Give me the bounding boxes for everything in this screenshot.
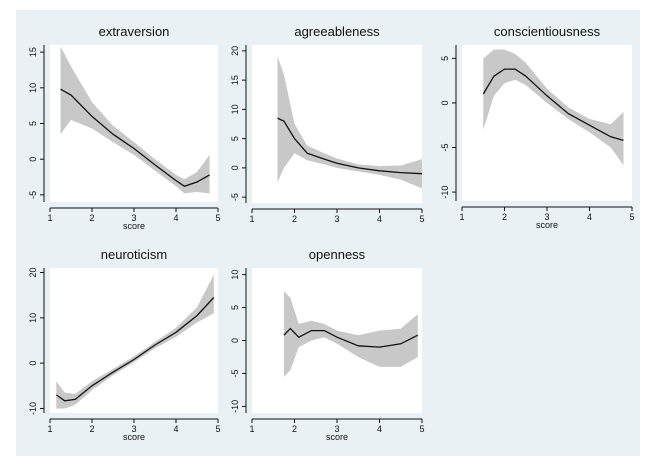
x-tick-label: 1 <box>459 212 464 222</box>
y-tick-label: 5 <box>440 56 450 61</box>
x-tick-label: 1 <box>47 213 52 223</box>
panel-openness: openness -10 -5 0 5 10 1 2 3 4 5 score <box>230 247 425 442</box>
x-tick-label: 5 <box>215 424 220 434</box>
x-tick-label: 5 <box>419 424 424 434</box>
x-tick-label: 5 <box>419 214 424 224</box>
panel-title: extraversion <box>99 24 170 39</box>
x-tick-label: 2 <box>292 424 297 434</box>
panel-title: conscientiousness <box>494 24 601 39</box>
panel-title: openness <box>309 247 366 262</box>
x-tick-label: 2 <box>89 424 94 434</box>
panel-agreeableness: agreeableness -5 0 5 10 15 20 1 2 3 4 5 <box>230 24 425 224</box>
y-tick-label: 20 <box>28 268 38 278</box>
y-tick-label: 5 <box>230 136 240 141</box>
x-tick-label: 2 <box>292 214 297 224</box>
x-axis-label: score <box>326 432 348 442</box>
x-tick-label: 4 <box>173 424 178 434</box>
x-tick-label: 1 <box>249 214 254 224</box>
plot-area <box>50 45 218 202</box>
y-tick-label: 15 <box>230 75 240 85</box>
x-tick-label: 5 <box>629 212 634 222</box>
y-tick-label: 0 <box>28 361 38 366</box>
x-tick-label: 4 <box>173 213 178 223</box>
y-tick-label: -5 <box>230 193 240 201</box>
y-tick-label: 10 <box>28 83 38 93</box>
panel-neuroticism: neuroticism -10 0 10 20 1 2 3 4 5 score <box>28 247 221 442</box>
fitted-line <box>60 88 210 188</box>
fitted-line <box>482 68 624 142</box>
x-tick-label: 1 <box>47 424 52 434</box>
x-axis-label: score <box>536 220 558 230</box>
y-tick-label: 0 <box>440 100 450 105</box>
y-tick-label: 0 <box>230 338 240 343</box>
panel-extraversion: extraversion -5 0 5 10 15 1 2 3 4 5 score <box>28 24 221 231</box>
confidence-band <box>56 274 214 409</box>
x-tick-label: 2 <box>502 212 507 222</box>
y-tick-label: 0 <box>230 165 240 170</box>
x-tick-label: 3 <box>334 424 339 434</box>
panel-title: neuroticism <box>101 247 167 262</box>
confidence-band <box>483 49 624 166</box>
y-tick-label: 10 <box>230 270 240 280</box>
y-tick-label: -5 <box>230 369 240 377</box>
panel-conscientiousness: conscientiousness -10 -5 0 5 1 2 3 4 5 score <box>440 24 635 230</box>
confidence-band <box>60 46 210 194</box>
plot-area <box>50 268 218 413</box>
y-tick-label: 5 <box>230 305 240 310</box>
x-tick-label: 4 <box>377 424 382 434</box>
x-tick-label: 2 <box>89 213 94 223</box>
x-tick-label: 3 <box>131 424 136 434</box>
panel-title: agreeableness <box>294 24 380 39</box>
y-tick-label: 10 <box>230 104 240 114</box>
x-tick-label: 3 <box>131 213 136 223</box>
y-tick-label: 0 <box>28 157 38 162</box>
y-tick-label: 10 <box>28 313 38 323</box>
y-tick-label: 20 <box>230 46 240 56</box>
x-tick-label: 4 <box>587 212 592 222</box>
fitted-line <box>283 327 419 348</box>
x-tick-label: 3 <box>544 212 549 222</box>
y-tick-label: -10 <box>28 402 38 415</box>
y-tick-label: -5 <box>440 144 450 152</box>
confidence-band <box>283 291 418 377</box>
y-tick-label: 15 <box>28 47 38 57</box>
fitted-line <box>277 117 423 175</box>
x-axis-label: score <box>123 221 145 231</box>
x-tick-label: 5 <box>215 213 220 223</box>
y-tick-label: 5 <box>28 121 38 126</box>
x-axis-label: score <box>123 432 145 442</box>
y-tick-label: -10 <box>230 400 240 413</box>
x-tick-label: 1 <box>249 424 254 434</box>
y-tick-label: -5 <box>28 191 38 199</box>
x-tick-label: 3 <box>334 214 339 224</box>
fitted-line <box>55 297 215 402</box>
x-tick-label: 4 <box>377 214 382 224</box>
y-tick-label: -10 <box>440 186 450 199</box>
